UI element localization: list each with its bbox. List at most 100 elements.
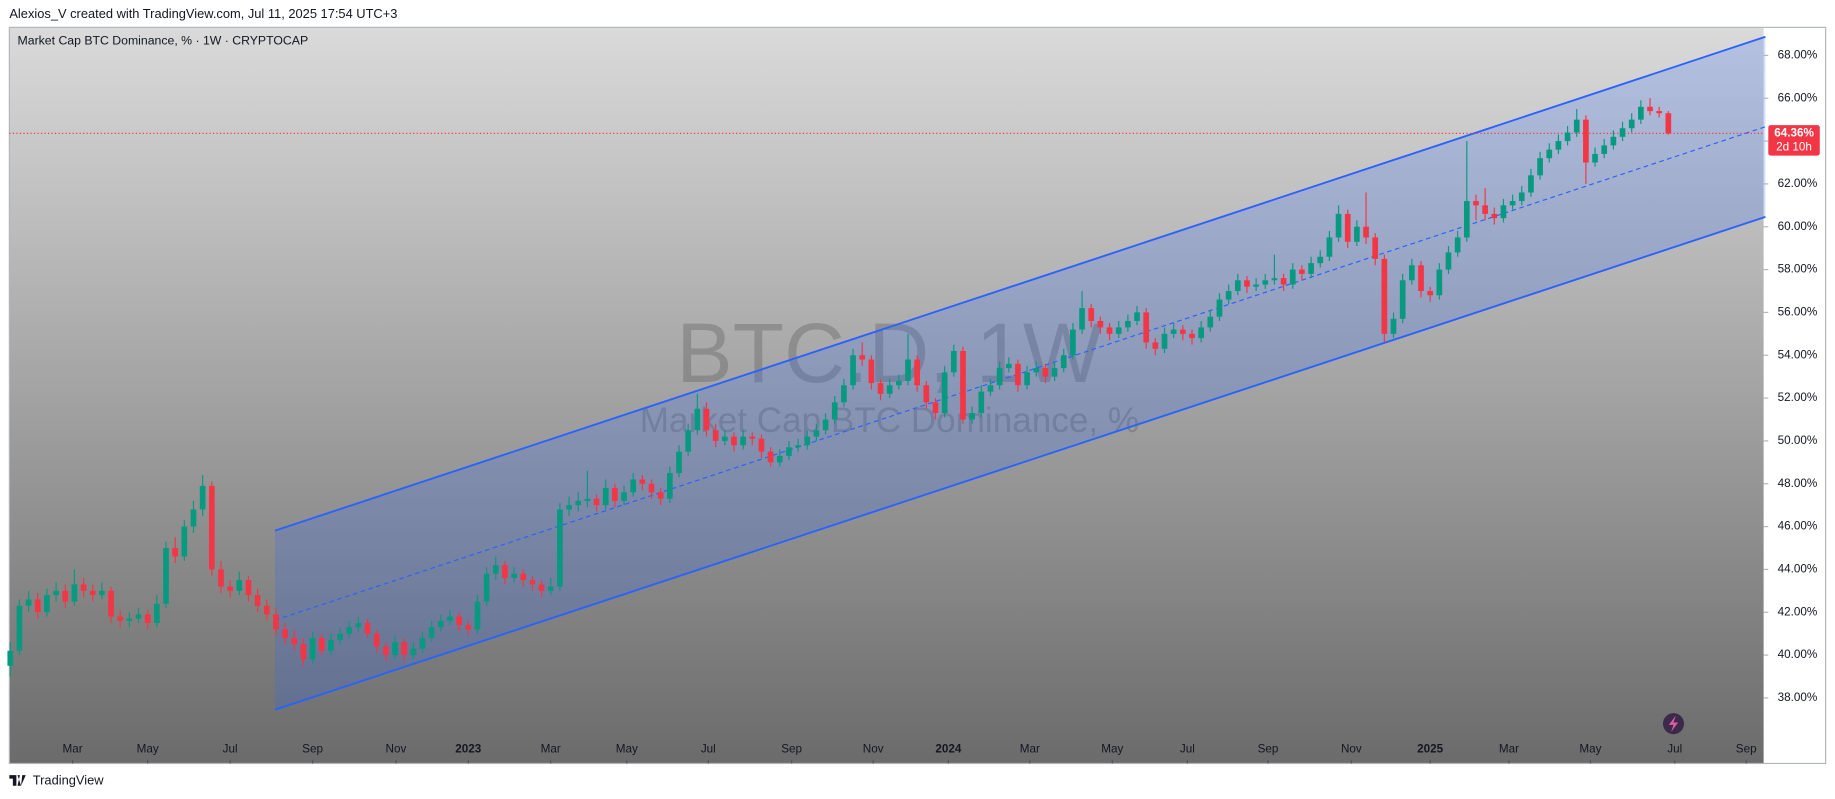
candle-body	[1005, 363, 1012, 369]
candle-body	[1619, 128, 1626, 137]
x-tick-label: 2023	[455, 743, 482, 756]
last-price-label: 64.36%	[1774, 126, 1814, 139]
candle-body	[841, 385, 847, 403]
candle-body	[740, 436, 746, 446]
candle-body	[795, 445, 801, 448]
candle-body	[1317, 256, 1324, 264]
candle-body	[1060, 355, 1067, 369]
candle-body	[437, 620, 444, 628]
y-tick-label: 56.00%	[1778, 306, 1818, 319]
candle-body	[16, 605, 23, 651]
y-tick-label: 58.00%	[1778, 263, 1818, 276]
candle-body	[877, 383, 884, 394]
channel-upper	[274, 35, 1766, 532]
candle-body	[566, 505, 572, 510]
candle-body	[978, 391, 985, 414]
candle-body	[520, 573, 527, 581]
candle-body	[868, 359, 875, 384]
candle-body	[53, 590, 59, 596]
candle-body	[1381, 258, 1388, 334]
candle-body	[1546, 149, 1553, 159]
candle-body	[144, 614, 151, 623]
watermark-subtitle: Market Cap BTC Dominance, %	[640, 401, 1139, 440]
candle-body	[1555, 141, 1562, 150]
candle-body	[786, 447, 792, 456]
candle-body	[712, 430, 719, 441]
x-tick-label: Jul	[1667, 743, 1682, 756]
candle-body	[1463, 201, 1470, 238]
candle-body	[7, 650, 14, 666]
candle-body	[859, 355, 866, 360]
candle-body	[1528, 175, 1534, 193]
candle-body	[300, 644, 307, 660]
candle-body	[575, 500, 582, 506]
x-tick-label: Jul	[1180, 743, 1195, 756]
candle-body	[163, 548, 169, 604]
candle-body	[483, 573, 490, 602]
candle-body	[987, 385, 994, 392]
candle-body	[1409, 265, 1415, 281]
candle-body	[1280, 278, 1287, 285]
candle-body	[1601, 145, 1608, 154]
candle-body	[685, 430, 692, 452]
candle-body	[1207, 316, 1214, 328]
candle-body	[355, 622, 362, 628]
candle-body	[804, 436, 811, 446]
candle-body	[1308, 263, 1314, 274]
candle-body	[1234, 280, 1241, 291]
candle-body	[346, 627, 353, 634]
candle-body	[1335, 213, 1342, 238]
candle-body	[1161, 333, 1168, 349]
candle-body	[758, 438, 765, 452]
candle-body	[557, 509, 563, 587]
candle-body	[428, 627, 435, 638]
candle-body	[850, 355, 856, 386]
y-tick-label: 68.00%	[1778, 49, 1818, 62]
candle-body	[1079, 308, 1085, 330]
candle-body	[1070, 329, 1076, 356]
candle-body	[1537, 158, 1543, 176]
candle-body	[1390, 318, 1397, 334]
candle-body	[1592, 153, 1598, 163]
last-price-countdown: 2d 10h	[1776, 141, 1812, 154]
x-tick-label: Mar	[1499, 743, 1519, 756]
candle-body	[154, 603, 160, 623]
candle-body	[996, 368, 1003, 386]
candle-body	[941, 372, 948, 414]
candle-body	[1573, 119, 1580, 133]
candle-body	[914, 359, 921, 386]
candle-body	[703, 408, 710, 431]
candle-body	[932, 402, 939, 414]
y-tick-label: 54.00%	[1778, 348, 1818, 361]
candle-body	[227, 586, 233, 591]
candle-body	[1372, 237, 1379, 259]
candle-body	[630, 479, 637, 493]
candle-body	[1189, 333, 1195, 339]
candle-body	[923, 385, 930, 403]
candle-body	[126, 618, 133, 621]
candle-body	[1399, 280, 1406, 319]
candle-body	[1170, 329, 1177, 334]
y-tick-label: 38.00%	[1778, 691, 1818, 704]
candle-body	[767, 451, 774, 463]
candle-body	[236, 580, 243, 591]
candle-body	[1143, 312, 1150, 343]
candle-body	[1134, 312, 1140, 321]
candle-body	[181, 526, 188, 557]
candle-body	[547, 586, 554, 591]
candle-body	[89, 590, 96, 596]
candle-body	[1610, 136, 1617, 146]
candle-body	[969, 413, 975, 420]
candle-body	[538, 584, 545, 591]
candle-body	[392, 642, 398, 656]
x-tick-label: May	[616, 743, 638, 756]
candle-body	[822, 419, 829, 431]
candle-body	[245, 580, 252, 596]
candle-body	[1262, 280, 1269, 285]
candle-body	[135, 614, 142, 619]
candle-body	[657, 492, 664, 499]
candle-body	[1491, 213, 1498, 219]
candle-body	[474, 601, 481, 630]
